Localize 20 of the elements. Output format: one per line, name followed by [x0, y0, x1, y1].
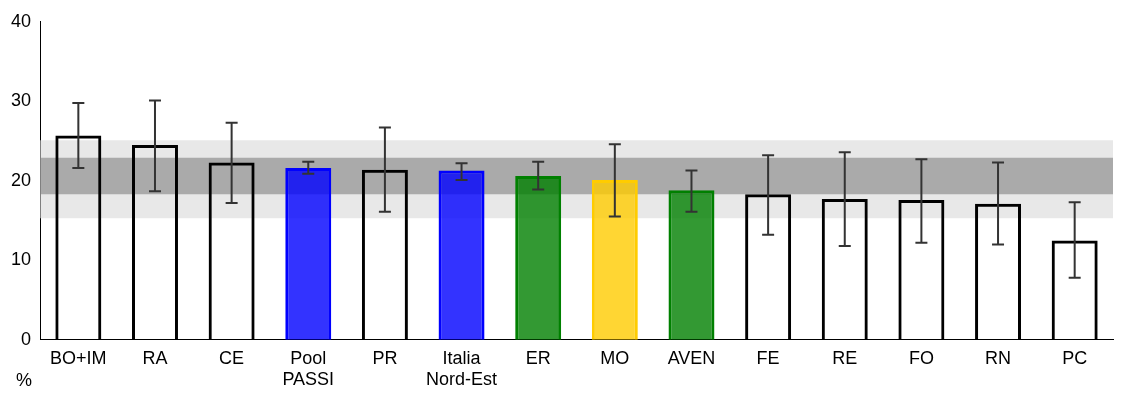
x-tick-label: PR [372, 347, 398, 368]
x-tick-label: FE [756, 347, 780, 368]
y-tick-label: 0 [21, 328, 32, 349]
x-tick-label: BO+IM [50, 347, 107, 368]
x-tick-label: ER [525, 347, 551, 368]
x-tick-label: PC [1062, 347, 1088, 368]
x-tick-label: CE [219, 347, 245, 368]
y-tick-label: 30 [10, 90, 32, 111]
y-tick-label: 20 [10, 169, 32, 190]
y-axis-title: % [15, 369, 33, 390]
x-tick-label: RN [985, 347, 1012, 368]
x-tick-label: MO [600, 347, 630, 368]
x-tick-label: Italia Nord-Est [426, 347, 498, 390]
x-tick-label: FO [908, 347, 934, 368]
x-tick-label: RE [832, 347, 858, 368]
x-tick-label: Pool PASSI [282, 347, 335, 390]
x-tick-label: RA [142, 347, 168, 368]
y-tick-label: 10 [10, 249, 32, 270]
x-tick-label: AVEN [667, 347, 716, 368]
y-tick-label: 40 [10, 10, 32, 31]
